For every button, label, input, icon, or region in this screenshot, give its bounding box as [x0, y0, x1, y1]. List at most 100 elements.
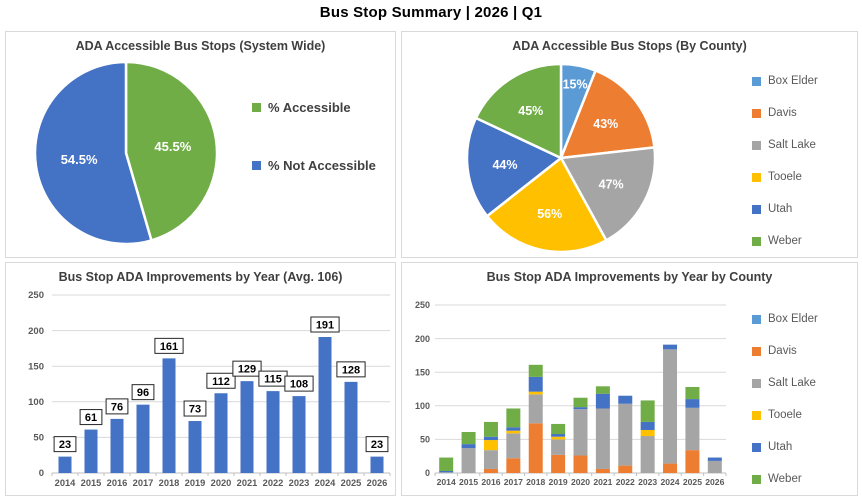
segment-weber-2017 — [506, 408, 521, 428]
data-label-box-2019 — [183, 400, 207, 417]
segment-salt-lake-2020 — [573, 409, 588, 456]
bar-2015 — [84, 429, 98, 473]
legend-swatch-weber-icon — [752, 236, 761, 246]
segment-utah-2021 — [595, 393, 610, 409]
legend-item-weber: Weber — [752, 232, 818, 250]
pie-slice-utah — [465, 116, 563, 218]
pie-label-45%: 45% — [518, 104, 543, 118]
pie-label-15%: 15% — [563, 78, 588, 92]
data-label-box-2020 — [206, 372, 236, 389]
segment-utah-2023 — [640, 421, 655, 430]
segment-tooele-2023 — [640, 429, 655, 437]
data-label-2026: 23 — [371, 439, 383, 451]
x-tick-label-2017: 2017 — [133, 478, 154, 488]
x-tick-label-2023: 2023 — [638, 477, 657, 487]
data-label-2014: 23 — [59, 439, 71, 451]
legend-label-utah: Utah — [768, 203, 793, 215]
segment-utah-2022 — [618, 395, 633, 404]
bar-2025 — [344, 381, 358, 473]
legend-swatch-box-elder-icon — [752, 314, 761, 324]
segment-weber-2020 — [573, 397, 588, 408]
legend-label-utah: Utah — [768, 441, 793, 453]
data-label-2021: 129 — [238, 364, 256, 376]
segment-tooele-2019 — [551, 436, 566, 440]
page-title: Bus Stop Summary | 2026 | Q1 — [319, 4, 543, 21]
bar-2019 — [188, 421, 202, 473]
y-tick-label-0: 0 — [39, 468, 44, 479]
data-label-box-2025 — [336, 361, 366, 378]
segment-utah-2019 — [551, 434, 566, 437]
legend-swatch-tooele-icon — [752, 410, 761, 420]
legend-by-county: Box Elder Davis Salt Lake Tooele Utah We… — [752, 72, 818, 250]
segment-utah-2026 — [707, 457, 722, 461]
bar-2021 — [240, 381, 254, 473]
segment-utah-2024 — [663, 344, 678, 350]
segment-salt-lake-2019 — [551, 439, 566, 455]
legend-swatch-utah-icon — [752, 442, 761, 452]
x-tick-label-2024: 2024 — [315, 478, 337, 488]
chart-panel-stacked-by-county[interactable]: Bus Stop ADA Improvements by Year by Cou… — [401, 262, 858, 496]
data-label-2017: 96 — [137, 387, 149, 399]
segment-utah-2017 — [506, 427, 521, 431]
y-tick-label-150: 150 — [415, 367, 430, 377]
segment-davis-2025 — [685, 450, 700, 473]
x-tick-label-2015: 2015 — [459, 477, 478, 487]
bar-2024 — [318, 337, 332, 473]
legend-swatch-box-elder-icon — [752, 76, 761, 86]
legend-item-accessible: % Accessible — [252, 98, 376, 116]
chart-panel-bar-by-year[interactable]: Bus Stop ADA Improvements by Year (Avg. … — [5, 262, 396, 496]
segment-davis-2021 — [595, 468, 610, 473]
legend-swatch-salt-lake-icon — [752, 140, 761, 150]
x-tick-label-2020: 2020 — [571, 477, 590, 487]
y-tick-label-100: 100 — [415, 401, 430, 411]
legend-label-salt-lake: Salt Lake — [768, 377, 816, 389]
x-tick-label-2019: 2019 — [549, 477, 568, 487]
pie-label-54.5%: 54.5% — [61, 152, 98, 167]
legend-label-tooele: Tooele — [768, 171, 802, 183]
chart-panel-pie-by-county[interactable]: ADA Accessible Bus Stops (By County) 15%… — [401, 31, 858, 258]
segment-davis-2020 — [573, 455, 588, 473]
segment-utah-2016 — [483, 436, 498, 441]
data-label-2015: 61 — [85, 412, 97, 424]
data-label-box-2016 — [105, 398, 129, 415]
data-label-2022: 115 — [264, 374, 282, 386]
data-label-2024: 191 — [316, 320, 334, 332]
data-label-2020: 112 — [212, 376, 230, 388]
legend-label-davis: Davis — [768, 107, 797, 119]
bar-2026 — [370, 456, 384, 473]
segment-weber-2021 — [595, 386, 610, 394]
bar-2017 — [136, 404, 150, 473]
legend-stacked-by-county: Box Elder Davis Salt Lake Tooele Utah We… — [752, 310, 818, 488]
chart-panel-pie-system-wide[interactable]: ADA Accessible Bus Stops (System Wide) 4… — [5, 31, 396, 258]
segment-weber-2016 — [483, 421, 498, 437]
segment-utah-2014 — [439, 470, 454, 473]
x-tick-label-2024: 2024 — [660, 477, 679, 487]
segment-davis-2016 — [483, 468, 498, 473]
x-tick-label-2025: 2025 — [683, 477, 702, 487]
legend-label-box-elder: Box Elder — [768, 75, 818, 87]
legend-label-davis: Davis — [768, 345, 797, 357]
legend-swatch-salt-lake-icon — [752, 378, 761, 388]
y-tick-label-200: 200 — [28, 326, 44, 337]
legend-label-weber: Weber — [768, 473, 802, 485]
data-label-2025: 128 — [342, 364, 360, 376]
pie-slice-salt-lake — [559, 146, 657, 242]
segment-davis-2017 — [506, 458, 521, 473]
segment-tooele-2016 — [483, 440, 498, 451]
legend-swatch-not-accessible-icon — [252, 160, 261, 170]
bar-by-year-plot: 0 50 100 150 200 250 2014 2015 2016 2017 2018 2019 2… — [28, 290, 391, 488]
data-label-box-2018 — [154, 337, 184, 354]
data-label-box-2014 — [53, 436, 77, 453]
segment-utah-2015 — [461, 444, 476, 449]
bar-2014 — [58, 456, 72, 473]
x-tick-label-2021: 2021 — [237, 478, 258, 488]
data-label-box-2021 — [232, 360, 262, 377]
segment-salt-lake-2024 — [663, 349, 678, 464]
legend-system-wide: % Accessible % Not Accessible — [252, 98, 376, 174]
pie-label-44%: 44% — [492, 158, 517, 172]
pie-label-56%: 56% — [537, 207, 562, 221]
pie-label-45.5%: 45.5% — [154, 139, 191, 154]
x-tick-label-2019: 2019 — [185, 478, 206, 488]
y-tick-label-150: 150 — [28, 361, 44, 372]
